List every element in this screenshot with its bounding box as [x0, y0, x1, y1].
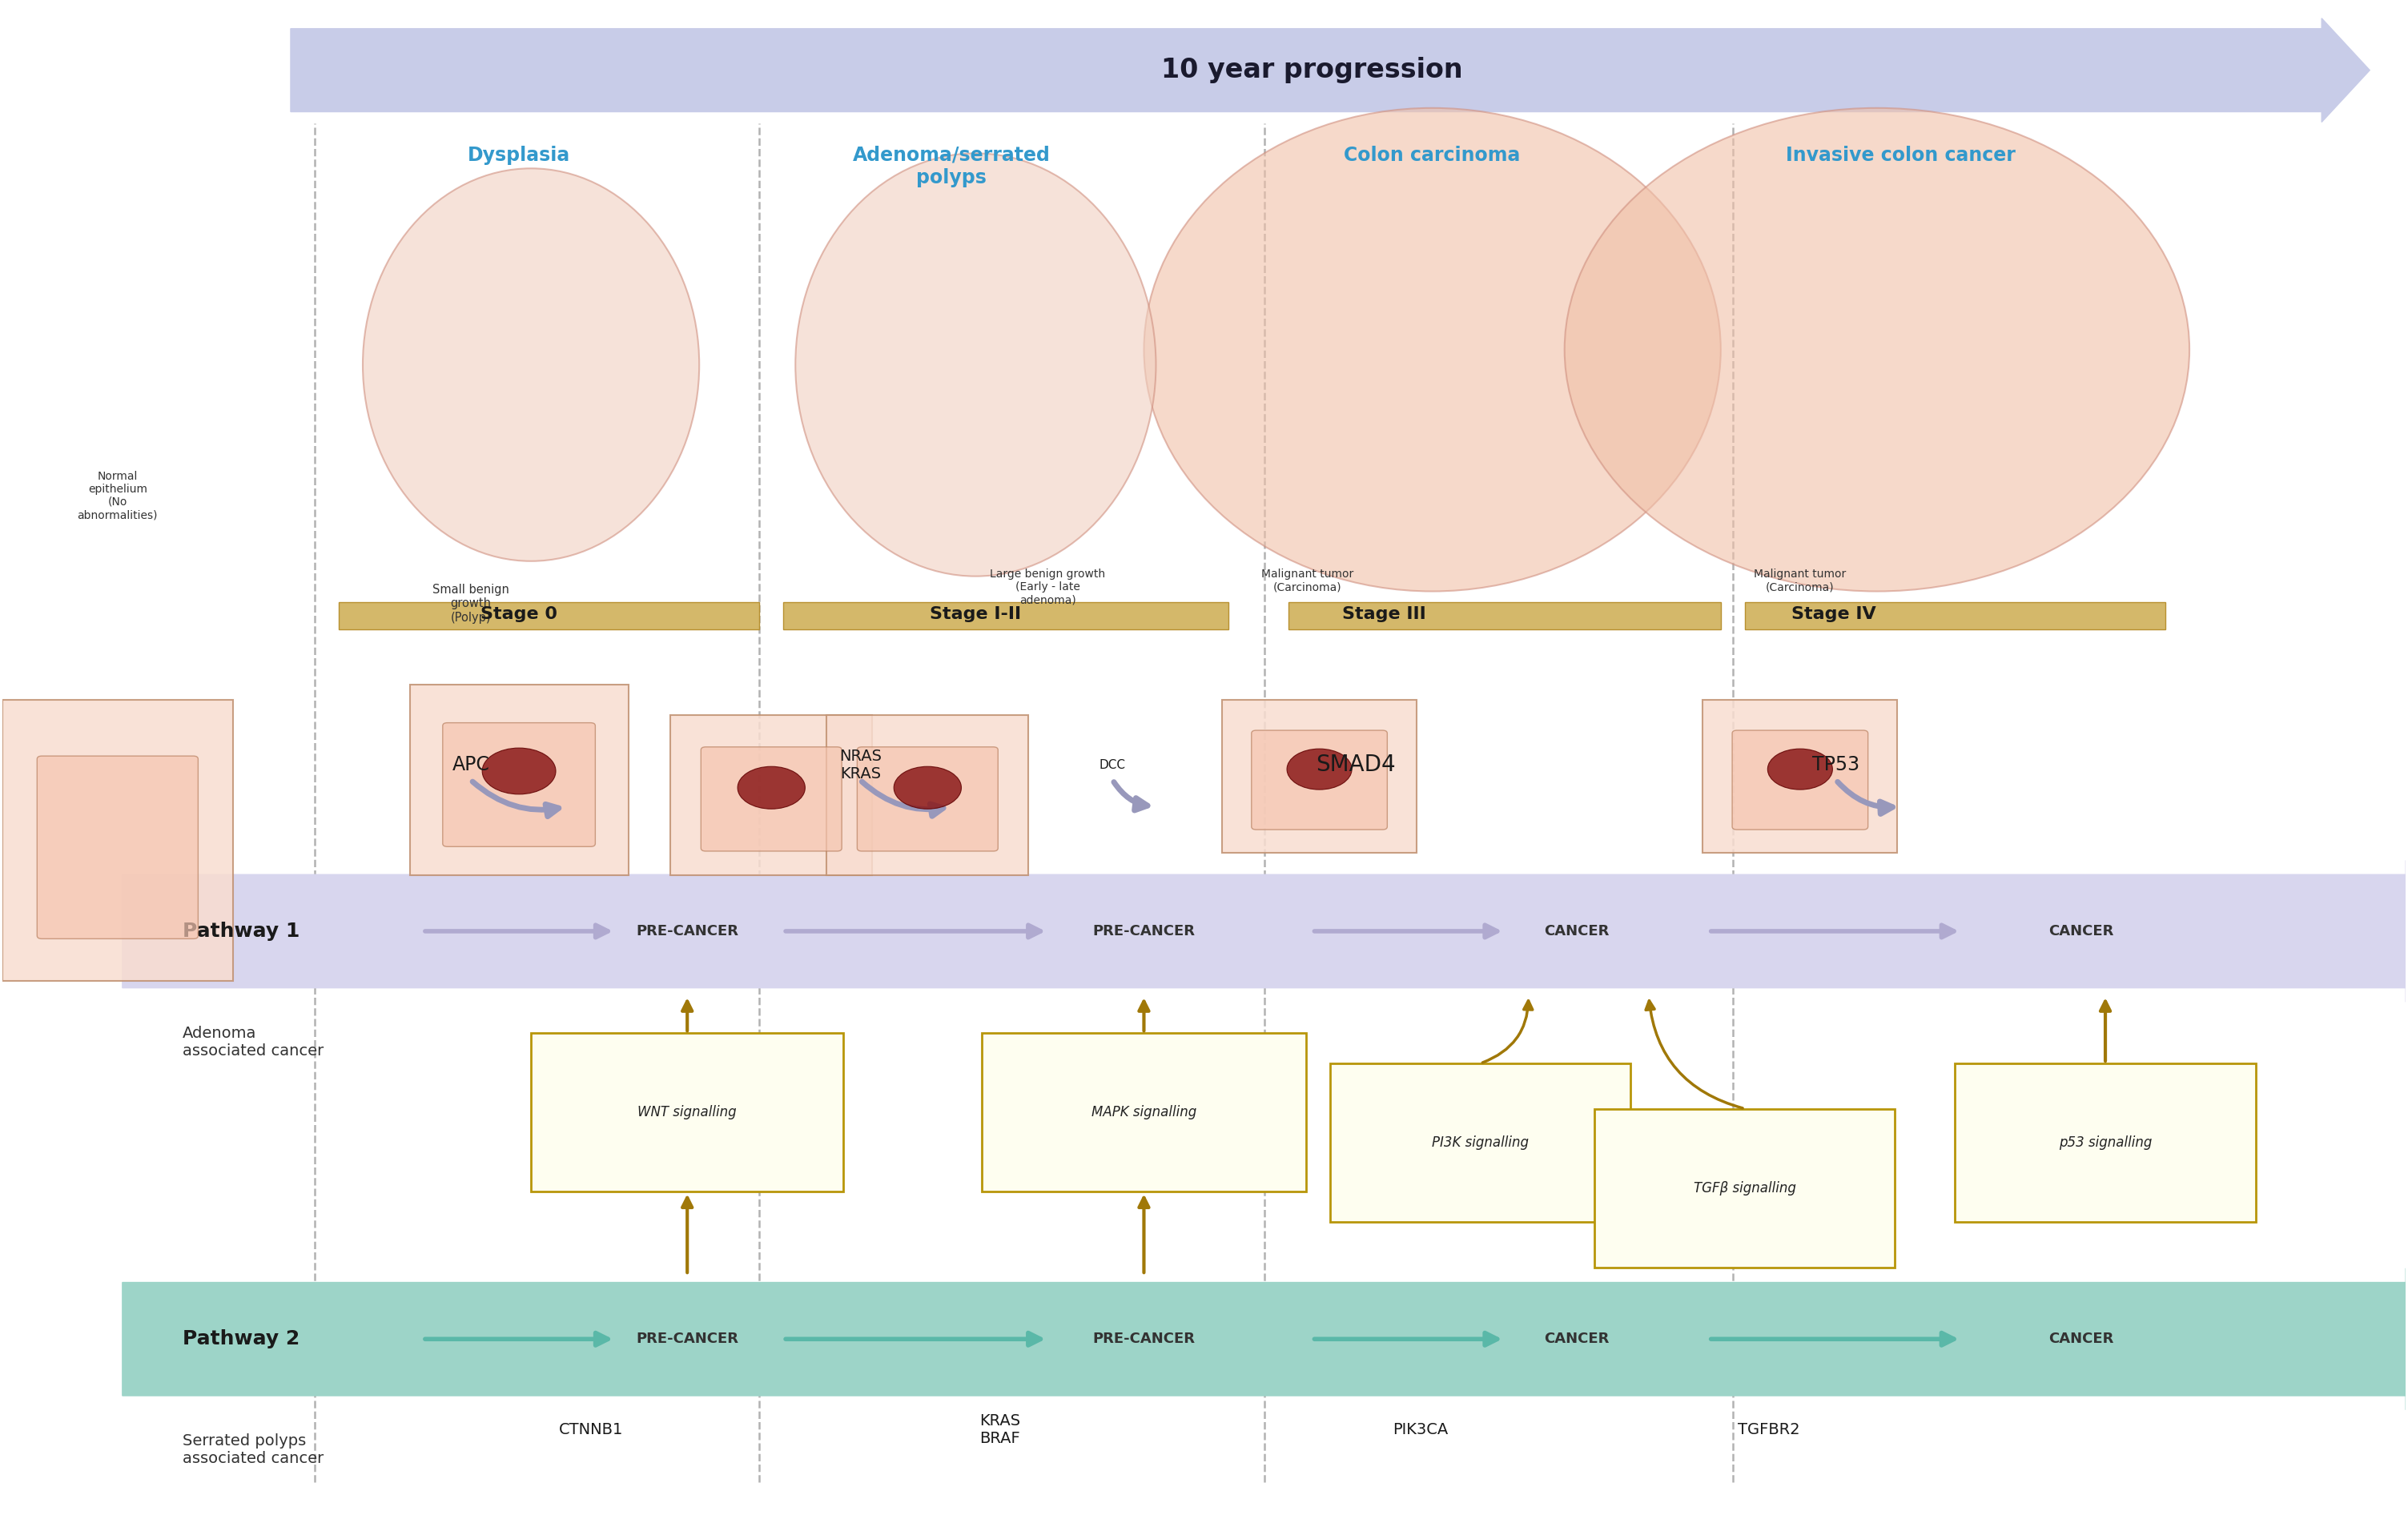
Circle shape [1767, 748, 1832, 789]
Text: Malignant tumor
(Carcinoma): Malignant tumor (Carcinoma) [1753, 568, 1847, 592]
Ellipse shape [1144, 108, 1722, 591]
FancyBboxPatch shape [669, 715, 872, 876]
FancyBboxPatch shape [857, 747, 997, 851]
Text: Normal
epithelium
(No
abnormalities): Normal epithelium (No abnormalities) [77, 471, 159, 521]
Text: Malignant tumor
(Carcinoma): Malignant tumor (Carcinoma) [1262, 568, 1353, 592]
FancyArrow shape [123, 861, 2408, 1001]
FancyBboxPatch shape [1329, 1064, 1630, 1223]
Text: PI3K signalling: PI3K signalling [1433, 1135, 1529, 1150]
FancyBboxPatch shape [409, 685, 628, 876]
Bar [783, 601, 1228, 629]
Text: p53 signalling: p53 signalling [2059, 1135, 2153, 1150]
Text: CANCER: CANCER [1544, 1332, 1609, 1347]
Ellipse shape [1565, 108, 2189, 591]
FancyBboxPatch shape [1731, 730, 1869, 830]
FancyBboxPatch shape [701, 747, 843, 851]
Bar [1288, 601, 1722, 629]
FancyBboxPatch shape [1702, 700, 1898, 853]
Text: PRE-CANCER: PRE-CANCER [1093, 924, 1194, 938]
Text: TGFBR2: TGFBR2 [1739, 1423, 1799, 1438]
FancyBboxPatch shape [1221, 700, 1416, 853]
Text: TP53: TP53 [1813, 756, 1859, 774]
Text: CANCER: CANCER [1544, 924, 1609, 938]
FancyBboxPatch shape [1955, 1064, 2256, 1223]
Text: Stage 0: Stage 0 [482, 606, 556, 623]
Text: Adenoma
associated cancer: Adenoma associated cancer [183, 1026, 323, 1059]
Text: Dysplasia: Dysplasia [467, 145, 571, 165]
FancyBboxPatch shape [532, 1033, 843, 1192]
Text: CTNNB1: CTNNB1 [559, 1423, 624, 1438]
Text: Invasive colon cancer: Invasive colon cancer [1787, 145, 2015, 165]
Ellipse shape [795, 153, 1156, 576]
FancyBboxPatch shape [826, 715, 1028, 876]
Text: Large benign growth
(Early - late
adenoma): Large benign growth (Early - late adenom… [990, 568, 1105, 606]
Text: Adenoma/serrated
polyps: Adenoma/serrated polyps [852, 145, 1050, 188]
Text: PIK3CA: PIK3CA [1392, 1423, 1447, 1438]
Circle shape [482, 748, 556, 794]
Text: KRAS
BRAF: KRAS BRAF [980, 1413, 1021, 1447]
Text: TGFβ signalling: TGFβ signalling [1693, 1180, 1796, 1195]
Text: Small benign
growth
(Polyp): Small benign growth (Polyp) [433, 583, 510, 624]
Circle shape [893, 767, 961, 809]
Text: APC: APC [453, 756, 489, 774]
Text: Serrated polyps
associated cancer: Serrated polyps associated cancer [183, 1433, 323, 1467]
Text: WNT signalling: WNT signalling [638, 1106, 737, 1120]
Text: SMAD4: SMAD4 [1315, 754, 1394, 776]
Text: CANCER: CANCER [2049, 924, 2114, 938]
Text: Pathway 2: Pathway 2 [183, 1330, 299, 1348]
FancyBboxPatch shape [36, 756, 197, 939]
Text: NRAS
KRAS: NRAS KRAS [838, 748, 881, 782]
FancyBboxPatch shape [982, 1033, 1305, 1192]
Bar [2, 47, 2406, 818]
Text: Pathway 1: Pathway 1 [183, 921, 299, 941]
Bar [340, 601, 759, 629]
Text: DCC: DCC [1100, 759, 1127, 771]
Text: MAPK signalling: MAPK signalling [1091, 1106, 1197, 1120]
Text: PRE-CANCER: PRE-CANCER [636, 1332, 739, 1347]
Text: CANCER: CANCER [2049, 1332, 2114, 1347]
Text: 10 year progression: 10 year progression [1161, 58, 1464, 83]
FancyBboxPatch shape [1594, 1109, 1895, 1268]
Text: Colon carcinoma: Colon carcinoma [1344, 145, 1519, 165]
Ellipse shape [364, 168, 698, 561]
FancyBboxPatch shape [2, 700, 234, 982]
Bar [1746, 601, 2165, 629]
Circle shape [1286, 748, 1351, 789]
Text: Stage IV: Stage IV [1792, 606, 1876, 623]
Text: PRE-CANCER: PRE-CANCER [1093, 1332, 1194, 1347]
Circle shape [737, 767, 804, 809]
Text: Stage III: Stage III [1341, 606, 1426, 623]
Text: PRE-CANCER: PRE-CANCER [636, 924, 739, 938]
FancyArrow shape [123, 1268, 2408, 1410]
FancyBboxPatch shape [1252, 730, 1387, 830]
Text: Stage I-II: Stage I-II [929, 606, 1021, 623]
FancyArrow shape [291, 18, 2369, 123]
FancyBboxPatch shape [443, 723, 595, 847]
